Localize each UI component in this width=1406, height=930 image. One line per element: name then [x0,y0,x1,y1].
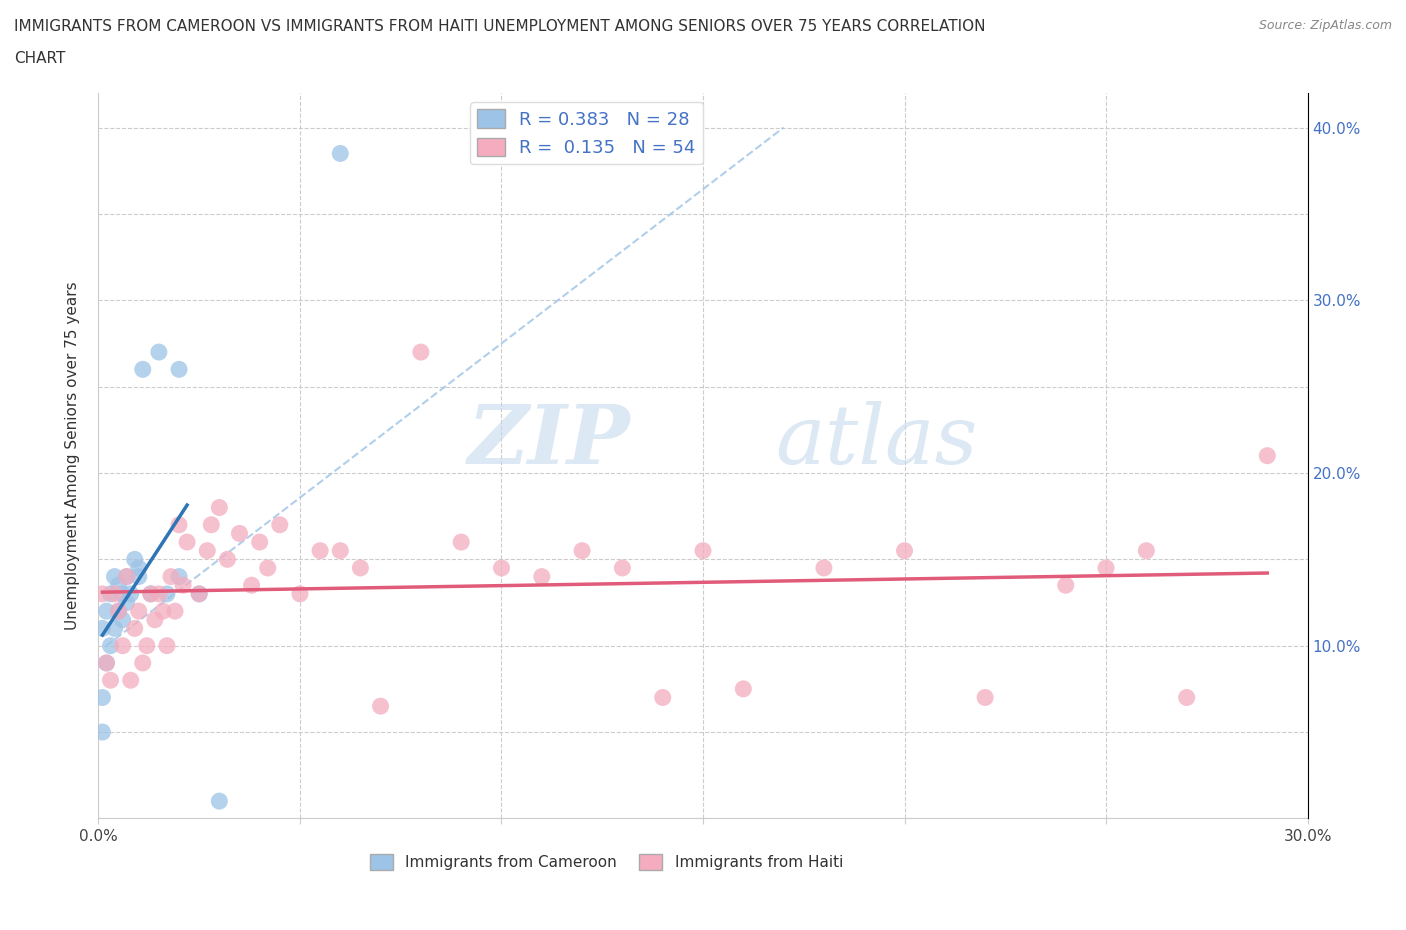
Point [370,698,392,713]
Point [107,604,129,618]
Point [692,543,714,558]
Point [208,500,231,515]
Point [100,587,122,602]
Point [120,672,142,687]
Point [1256,448,1278,463]
Point [349,561,371,576]
Text: CHART: CHART [14,51,66,66]
Point [128,569,150,584]
Point [143,612,166,627]
Point [571,543,593,558]
Point [128,561,150,576]
Point [96,604,118,618]
Point [111,612,134,627]
Point [269,517,291,532]
Point [139,587,162,602]
Point [96,656,118,671]
Point [176,535,198,550]
Point [200,517,222,532]
Point [152,604,174,618]
Point [409,345,432,360]
Point [103,587,125,602]
Point [115,595,138,610]
Point [1095,561,1118,576]
Point [893,543,915,558]
Point [103,621,125,636]
Point [167,362,190,377]
Point [530,569,553,584]
Point [135,638,157,653]
Point [217,551,239,566]
Point [188,587,211,602]
Point [148,587,170,602]
Point [139,587,162,602]
Point [228,526,250,541]
Point [91,587,114,602]
Point [329,543,352,558]
Point [309,543,332,558]
Point [163,604,186,618]
Point [160,569,183,584]
Point [813,561,835,576]
Point [124,551,146,566]
Legend: Immigrants from Cameroon, Immigrants from Haiti: Immigrants from Cameroon, Immigrants fro… [364,848,849,876]
Point [249,535,271,550]
Point [120,587,142,602]
Point [111,638,134,653]
Point [329,146,352,161]
Point [167,517,190,532]
Point [107,604,129,618]
Point [1054,578,1077,592]
Text: atlas: atlas [776,401,979,481]
Point [124,621,146,636]
Text: IMMIGRANTS FROM CAMEROON VS IMMIGRANTS FROM HAITI UNEMPLOYMENT AMONG SENIORS OVE: IMMIGRANTS FROM CAMEROON VS IMMIGRANTS F… [14,19,986,33]
Point [91,690,114,705]
Point [733,682,755,697]
Point [103,569,125,584]
Y-axis label: Unemployment Among Seniors over 75 years: Unemployment Among Seniors over 75 years [65,282,80,630]
Point [107,578,129,592]
Point [974,690,997,705]
Point [156,587,179,602]
Point [115,569,138,584]
Point [450,535,472,550]
Point [288,587,311,602]
Point [256,561,278,576]
Point [1135,543,1157,558]
Point [91,724,114,739]
Point [195,543,218,558]
Point [96,656,118,671]
Point [128,604,150,618]
Point [612,561,634,576]
Point [132,656,155,671]
Point [208,793,231,808]
Point [240,578,263,592]
Point [651,690,673,705]
Point [100,672,122,687]
Point [188,587,211,602]
Text: Source: ZipAtlas.com: Source: ZipAtlas.com [1258,19,1392,32]
Point [167,569,190,584]
Point [91,621,114,636]
Text: ZIP: ZIP [468,401,630,481]
Point [172,578,194,592]
Point [115,569,138,584]
Point [132,362,155,377]
Point [491,561,513,576]
Point [156,638,179,653]
Point [1175,690,1198,705]
Point [148,345,170,360]
Point [100,638,122,653]
Point [111,587,134,602]
